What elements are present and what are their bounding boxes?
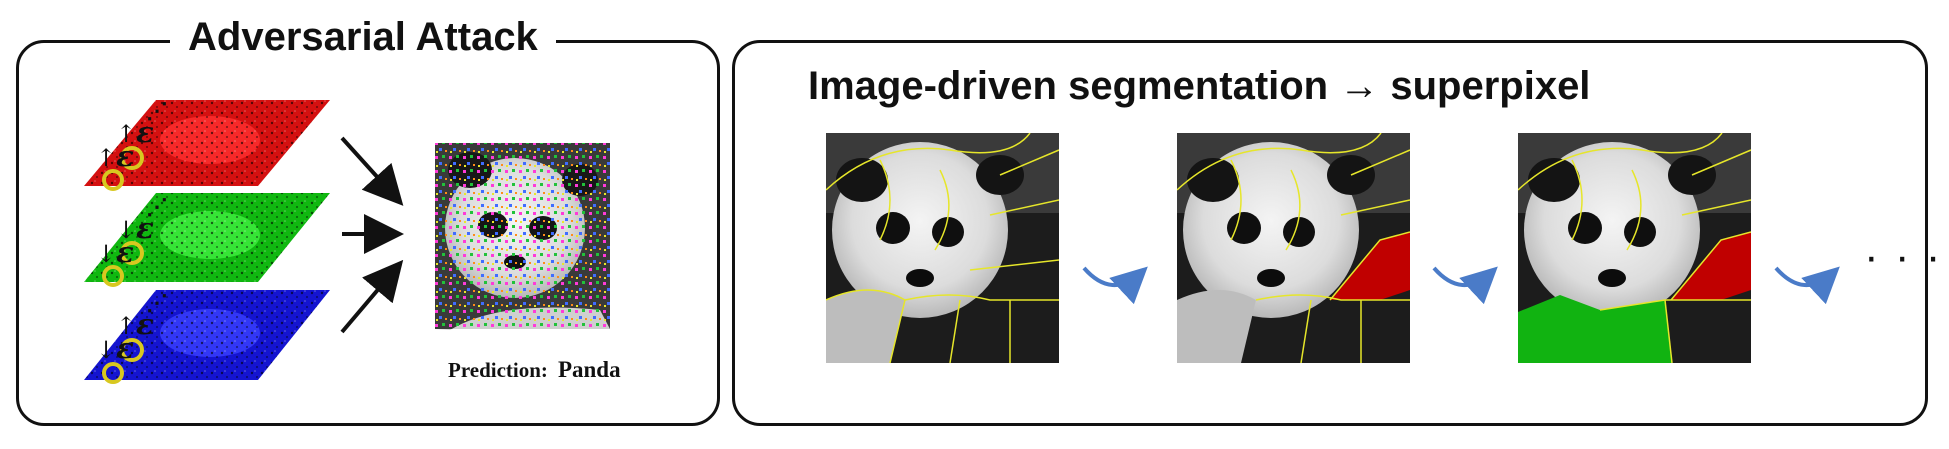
segmentation-title: Image-driven segmentation → superpixel [808, 64, 1591, 109]
merge-arrows [340, 136, 404, 334]
epsilon-label-blue-a: ↓ε [96, 331, 134, 365]
segmentation-image-1 [826, 133, 1059, 363]
red-channel-layer [84, 100, 330, 186]
perturbation-markers [102, 146, 144, 384]
blue-channel-layer [84, 290, 330, 380]
epsilon-label-blue-b: ↑ε [116, 307, 154, 341]
segmentation-title-prefix: Image-driven segmentation → [808, 64, 1391, 108]
prediction-caption: Prediction: Panda [448, 357, 621, 383]
epsilon-label-green-b: ↓ε [116, 211, 154, 245]
adversarial-panda-image [435, 143, 610, 330]
highlighted-superpixel-red-2 [1330, 232, 1410, 300]
ellipsis-mark-blue: ⋰ [146, 290, 168, 315]
segmentation-image-2 [1177, 133, 1410, 363]
adversarial-attack-title: Adversarial Attack [170, 15, 556, 60]
segmentation-image-3 [1518, 133, 1751, 363]
highlighted-superpixel-green-3 [1518, 295, 1672, 363]
prediction-label: Prediction: [448, 358, 548, 382]
step-arrows [1082, 266, 1840, 305]
prediction-value: Panda [557, 357, 621, 382]
superpixel-word: superpixel [1390, 64, 1591, 108]
ellipsis-mark-green: ⋰ [146, 194, 168, 219]
highlighted-superpixel-red-3 [1671, 232, 1751, 300]
green-channel-layer [84, 193, 330, 282]
ellipsis-mark-red: ⋰ [146, 98, 168, 123]
epsilon-label-green-a: ↓ε [96, 235, 134, 269]
epsilon-label-red-b: ↑ε [116, 115, 154, 149]
continuation-ellipsis: · · · [1864, 232, 1943, 281]
epsilon-label-red-a: ↑ε [96, 139, 134, 173]
